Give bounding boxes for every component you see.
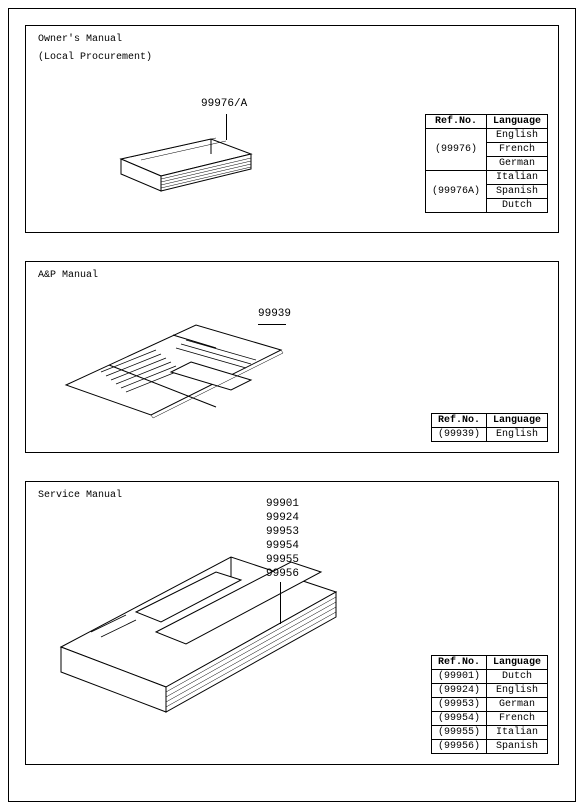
- table-cell-ref: (99939): [431, 428, 486, 442]
- table-header-lang: Language: [486, 656, 547, 670]
- panel-owners-manual: Owner's Manual (Local Procurement) 99976…: [25, 25, 559, 233]
- table-cell-lang: German: [486, 698, 547, 712]
- table-cell-lang: English: [486, 428, 547, 442]
- table-cell-lang: French: [486, 712, 547, 726]
- table-cell-lang: Italian: [486, 726, 547, 740]
- table-cell-lang: English: [486, 684, 547, 698]
- table-header-ref: Ref.No.: [425, 115, 486, 129]
- page-frame: PartsRepublik Owner's Manual (Local Proc…: [8, 8, 576, 802]
- leader-line: [226, 114, 227, 140]
- table-cell-ref: (99955): [431, 726, 486, 740]
- panel-service-manual: Service Manual 99901 99924 999: [25, 481, 559, 765]
- panel-title-owners: Owner's Manual: [38, 34, 122, 45]
- part-label-ap: 99939: [258, 308, 291, 320]
- part-label-service-1: 99924: [266, 512, 299, 524]
- table-cell-ref: (99954): [431, 712, 486, 726]
- table-cell-lang: Dutch: [486, 199, 547, 213]
- table-cell-ref: (99953): [431, 698, 486, 712]
- table-cell-lang: Spanish: [486, 740, 547, 754]
- table-cell-ref: (99976): [425, 129, 486, 171]
- table-header-ref: Ref.No.: [431, 414, 486, 428]
- table-cell-ref: (99976A): [425, 171, 486, 213]
- panel-title-ap: A&P Manual: [38, 270, 98, 281]
- part-label-service-2: 99953: [266, 526, 299, 538]
- ap-manual-sheet-icon: [56, 310, 286, 420]
- leader-line: [258, 324, 286, 325]
- table-cell-lang: Spanish: [486, 185, 547, 199]
- part-label-service-0: 99901: [266, 498, 299, 510]
- ap-ref-table: Ref.No. Language (99939) English: [431, 413, 548, 442]
- table-header-ref: Ref.No.: [431, 656, 486, 670]
- part-label-service-3: 99954: [266, 540, 299, 552]
- service-manual-book-icon: [46, 537, 346, 727]
- table-cell-lang: German: [486, 157, 547, 171]
- table-cell-lang: French: [486, 143, 547, 157]
- table-cell-lang: Dutch: [486, 670, 547, 684]
- table-cell-ref: (99924): [431, 684, 486, 698]
- part-label-service-4: 99955: [266, 554, 299, 566]
- leader-line: [280, 582, 281, 624]
- table-header-lang: Language: [486, 414, 547, 428]
- part-label-service-5: 99956: [266, 568, 299, 580]
- service-ref-table: Ref.No. Language (99901)Dutch (99924)Eng…: [431, 655, 548, 754]
- panel-title-service: Service Manual: [38, 490, 122, 501]
- table-header-lang: Language: [486, 115, 547, 129]
- table-cell-lang: English: [486, 129, 547, 143]
- table-cell-ref: (99901): [431, 670, 486, 684]
- part-label-owners: 99976/A: [201, 98, 247, 110]
- table-cell-ref: (99956): [431, 740, 486, 754]
- owners-manual-book-icon: [111, 114, 261, 204]
- panel-subtitle-owners: (Local Procurement): [38, 52, 152, 63]
- panel-ap-manual: A&P Manual: [25, 261, 559, 453]
- owners-ref-table: Ref.No. Language (99976) English French …: [425, 114, 548, 213]
- table-cell-lang: Italian: [486, 171, 547, 185]
